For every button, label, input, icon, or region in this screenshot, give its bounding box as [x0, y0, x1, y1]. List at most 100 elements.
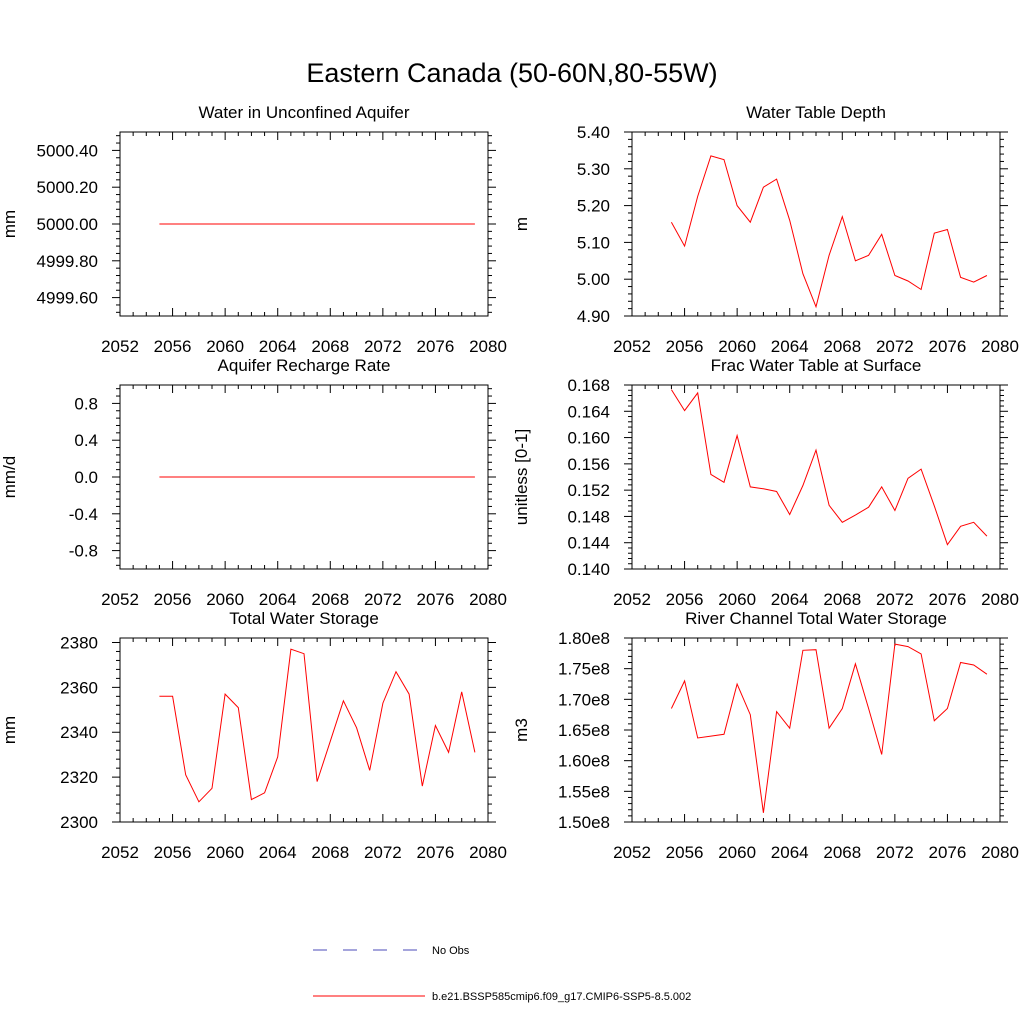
x-tick-label: 2076 [929, 590, 967, 609]
x-tick-label: 2056 [666, 590, 704, 609]
series-line [159, 648, 476, 803]
panel-title: Water in Unconfined Aquifer [198, 103, 409, 122]
y-axis-label: unitless [0-1] [512, 429, 531, 525]
x-tick-label: 2072 [364, 337, 402, 356]
y-tick-label: 2320 [60, 768, 98, 787]
x-tick-label: 2068 [823, 337, 861, 356]
y-tick-label: 0.8 [74, 394, 98, 413]
x-tick-label: 2052 [613, 590, 651, 609]
x-tick-label: 2052 [613, 843, 651, 862]
plot-frame [631, 637, 1001, 823]
x-tick-label: 2056 [154, 843, 192, 862]
y-axis-label: m3 [512, 718, 531, 742]
x-tick-label: 2064 [259, 337, 297, 356]
x-tick-label: 2060 [206, 337, 244, 356]
y-tick-label: 1.70e8 [558, 690, 610, 709]
y-tick-label: 1.55e8 [558, 782, 610, 801]
x-tick-label: 2056 [666, 843, 704, 862]
legend-label-model: b.e21.BSSP585cmip6.f09_g17.CMIP6-SSP5-8.… [432, 991, 691, 1003]
x-tick-label: 2064 [771, 843, 809, 862]
x-tick-label: 2076 [929, 337, 967, 356]
y-tick-label: 5.40 [577, 123, 610, 142]
x-tick-label: 2068 [823, 590, 861, 609]
legend-label-no-obs: No Obs [432, 945, 470, 957]
x-tick-label: 2060 [718, 590, 756, 609]
x-tick-label: 2064 [259, 590, 297, 609]
y-axis-label: mm [0, 716, 19, 744]
x-tick-label: 2068 [311, 843, 349, 862]
series-line [670, 643, 988, 813]
panel-title: River Channel Total Water Storage [685, 609, 947, 628]
y-tick-label: -0.8 [69, 542, 98, 561]
plot-frame [631, 131, 1001, 317]
y-tick-label: 1.80e8 [558, 629, 610, 648]
x-tick-label: 2068 [823, 843, 861, 862]
y-tick-label: 1.60e8 [558, 752, 610, 771]
figure-title: Eastern Canada (50-60N,80-55W) [306, 58, 717, 88]
y-tick-label: 1.50e8 [558, 813, 610, 832]
y-axis-label: m [512, 217, 531, 231]
x-tick-label: 2072 [876, 337, 914, 356]
y-tick-label: 0.4 [74, 431, 98, 450]
y-tick-label: 5000.00 [37, 215, 98, 234]
series-line [670, 389, 988, 546]
chart-panel: Aquifer Recharge Rate mm/d 2052 2056 2060 206… [0, 356, 507, 609]
y-tick-label: 5.20 [577, 197, 610, 216]
panel-title: Total Water Storage [229, 609, 379, 628]
y-tick-label: 4999.60 [37, 289, 98, 308]
y-tick-label: 1.65e8 [558, 721, 610, 740]
x-tick-label: 2060 [718, 843, 756, 862]
y-tick-label: 2340 [60, 723, 98, 742]
panel-title: Frac Water Table at Surface [711, 356, 922, 375]
x-tick-label: 2052 [101, 337, 139, 356]
x-tick-label: 2080 [469, 337, 507, 356]
x-tick-label: 2072 [876, 843, 914, 862]
y-tick-label: 5.10 [577, 233, 610, 252]
plot-frame [119, 637, 489, 823]
x-tick-label: 2056 [154, 337, 192, 356]
x-tick-label: 2080 [981, 843, 1019, 862]
x-tick-label: 2060 [206, 843, 244, 862]
x-tick-label: 2056 [666, 337, 704, 356]
chart-panel: Water in Unconfined Aquifer mm 2052 2056 206… [0, 103, 507, 356]
panel-title: Aquifer Recharge Rate [218, 356, 391, 375]
x-tick-label: 2052 [613, 337, 651, 356]
x-tick-label: 2052 [101, 590, 139, 609]
x-tick-label: 2072 [364, 843, 402, 862]
y-tick-label: 5.00 [577, 270, 610, 289]
chart-panel: Total Water Storage mm 2052 2056 2060 2064 206… [0, 609, 507, 862]
y-tick-label: 5000.40 [37, 141, 98, 160]
x-tick-label: 2060 [206, 590, 244, 609]
y-axis-label: mm [0, 210, 19, 238]
y-axis-label: mm/d [0, 456, 19, 499]
x-tick-label: 2060 [718, 337, 756, 356]
x-tick-label: 2072 [876, 590, 914, 609]
x-tick-label: 2064 [259, 843, 297, 862]
x-tick-label: 2064 [771, 337, 809, 356]
chart-panels: Water in Unconfined Aquifer mm 2052 2056 206… [0, 103, 1019, 862]
x-tick-label: 2064 [771, 590, 809, 609]
x-tick-label: 2068 [311, 337, 349, 356]
x-tick-label: 2076 [417, 843, 455, 862]
y-tick-label: 0.144 [567, 534, 610, 553]
x-tick-label: 2076 [417, 337, 455, 356]
plot-frame [631, 384, 1001, 570]
y-tick-label: 4999.80 [37, 252, 98, 271]
x-tick-label: 2052 [101, 843, 139, 862]
y-tick-label: 2360 [60, 678, 98, 697]
series-line [670, 155, 988, 309]
x-tick-label: 2080 [981, 590, 1019, 609]
y-tick-label: 0.140 [567, 560, 610, 579]
y-tick-label: 1.75e8 [558, 660, 610, 679]
x-tick-label: 2080 [469, 590, 507, 609]
y-tick-label: 5000.20 [37, 178, 98, 197]
x-tick-label: 2072 [364, 590, 402, 609]
y-tick-label: 0.168 [567, 376, 610, 395]
y-tick-label: 0.164 [567, 402, 610, 421]
panel-title: Water Table Depth [746, 103, 886, 122]
y-tick-label: 5.30 [577, 160, 610, 179]
y-tick-label: 0.148 [567, 507, 610, 526]
legend: No Obs b.e21.BSSP585cmip6.f09_g17.CMIP6-… [313, 945, 691, 1003]
y-tick-label: -0.4 [69, 505, 98, 524]
